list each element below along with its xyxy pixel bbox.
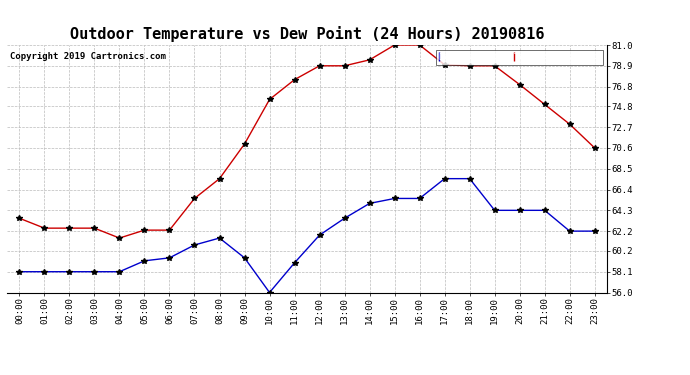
Legend: Dew Point (°F), Temperature (°F): Dew Point (°F), Temperature (°F) [436,50,602,64]
Title: Outdoor Temperature vs Dew Point (24 Hours) 20190816: Outdoor Temperature vs Dew Point (24 Hou… [70,27,544,42]
Text: Copyright 2019 Cartronics.com: Copyright 2019 Cartronics.com [10,53,166,62]
